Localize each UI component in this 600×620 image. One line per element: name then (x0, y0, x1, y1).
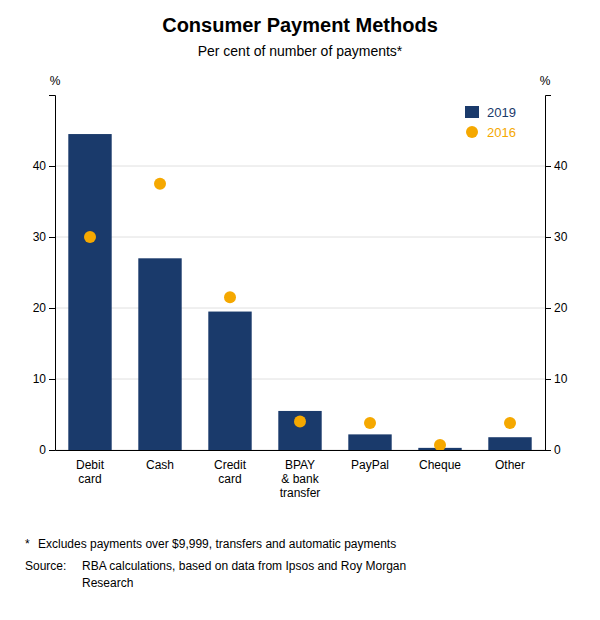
tick: Debitcard (76, 458, 105, 486)
marks (68, 134, 531, 450)
grid-line (55, 379, 545, 380)
tick-mark (49, 379, 55, 380)
legend-label: 2016 (487, 125, 516, 140)
tick-label: 20 (33, 301, 47, 315)
series-scatter (84, 178, 516, 450)
y2-axis-label: % (540, 74, 551, 88)
x-axis: Debitcard Cash Creditcard BPAY& banktransfe… (56, 451, 546, 501)
dot (504, 417, 516, 429)
annotation: RBA calculations, based on data from Ips… (82, 559, 406, 573)
tick: PayPal (351, 458, 389, 472)
legend-swatch (465, 106, 479, 118)
tick: 10 (545, 372, 568, 386)
tick-label: 20 (554, 301, 568, 315)
tick: 10 (33, 372, 55, 386)
tick-mark (545, 237, 551, 238)
legend-item: 2016 (466, 125, 516, 140)
tick-label: Debitcard (76, 458, 105, 486)
tick-mark (545, 166, 551, 167)
tick: Creditcard (214, 458, 247, 486)
tick: 40 (33, 159, 55, 173)
tick-mark (49, 450, 55, 451)
series-bar (68, 134, 531, 450)
tick-label: 0 (39, 443, 46, 457)
grid-line (55, 166, 545, 167)
tick: 30 (33, 230, 55, 244)
bar (68, 134, 111, 450)
dot (294, 416, 306, 428)
annotation: Research (82, 576, 133, 590)
tick-label: 40 (33, 159, 47, 173)
tick-label: 10 (33, 372, 47, 386)
y2-axis: 0 10 20 30 40 (545, 96, 568, 458)
bar (278, 411, 321, 450)
legend: 2019 2016 (465, 105, 516, 140)
tick-label: 0 (554, 443, 561, 457)
tick-label: PayPal (351, 458, 389, 472)
dot (434, 439, 446, 450)
tick-label: Cash (146, 458, 174, 472)
bar (488, 437, 531, 450)
dot (364, 417, 376, 429)
tick: 40 (545, 159, 568, 173)
dot (224, 291, 236, 303)
tick-label: BPAY& banktransfer (280, 458, 321, 501)
annotation: Source: (25, 559, 66, 573)
tick: 20 (33, 301, 55, 315)
tick-mark (49, 166, 55, 167)
tick: 30 (545, 230, 568, 244)
tick: 0 (39, 443, 55, 457)
legend-label: 2019 (487, 105, 516, 120)
y-axis-label: % (50, 74, 61, 88)
tick-mark (545, 308, 551, 309)
tick-label: Other (495, 458, 525, 472)
tick-label: 30 (33, 230, 47, 244)
axis-line (546, 96, 552, 451)
annotation: * (25, 537, 30, 551)
y-axis: 0 10 20 30 40 (33, 96, 56, 458)
axis-line (49, 96, 56, 451)
bar (208, 312, 251, 450)
dot (154, 178, 166, 190)
tick-label: Cheque (419, 458, 461, 472)
grid-line (55, 237, 545, 238)
legend-item: 2019 (465, 105, 516, 120)
tick-mark (545, 379, 551, 380)
tick: Cash (146, 458, 174, 472)
tick: 20 (545, 301, 568, 315)
grid (55, 166, 545, 450)
tick-label: 30 (554, 230, 568, 244)
tick-mark (545, 450, 551, 451)
tick-mark (49, 308, 55, 309)
title: Consumer Payment Methods (162, 14, 438, 36)
axis-line (56, 450, 546, 451)
subtitle: Per cent of number of payments* (198, 43, 403, 59)
tick: Other (495, 458, 525, 472)
tick-mark (49, 237, 55, 238)
chart: Consumer Payment Methods Per cent of numb… (0, 0, 600, 620)
bar (348, 434, 391, 450)
tick-label: Creditcard (214, 458, 247, 486)
grid-line (55, 308, 545, 309)
tick-label: 40 (554, 159, 568, 173)
tick: BPAY& banktransfer (280, 458, 321, 501)
annotation: Excludes payments over $9,999, transfers… (38, 537, 396, 551)
tick: Cheque (419, 458, 461, 472)
tick: 0 (545, 443, 561, 457)
tick-label: 10 (554, 372, 568, 386)
plot: 0 10 20 30 40 0 10 20 30 40 Debitcard Cash Creditcar… (33, 74, 568, 500)
dot (84, 231, 96, 243)
bar (138, 258, 181, 450)
legend-swatch (466, 126, 478, 138)
